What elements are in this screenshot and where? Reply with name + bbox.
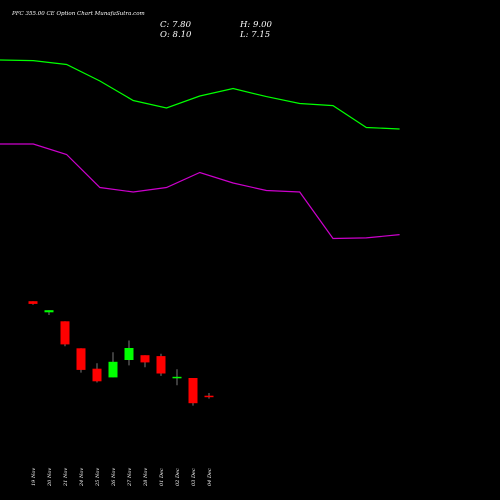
candle-body	[204, 395, 214, 398]
x-tick-label: 02 Dec	[175, 468, 181, 486]
x-tick-label: 27 Nov	[127, 468, 133, 487]
x-tick-label: 03 Dec	[191, 468, 197, 486]
candle-body	[156, 356, 166, 374]
candles	[28, 301, 214, 406]
candle-body	[172, 376, 182, 379]
x-tick-label: 21 Nov	[63, 468, 69, 487]
candle-body	[44, 310, 54, 313]
candle-body	[28, 301, 38, 304]
band-lines	[0, 59, 400, 240]
candle-body	[140, 355, 150, 363]
chart-title: PFC 355.00 CE Option Chart MunafaSutra.c…	[11, 11, 145, 17]
candle-body	[76, 348, 86, 370]
x-tick-label: 19 Nov	[31, 468, 37, 486]
candle-body	[60, 321, 70, 345]
lower-band-line	[0, 143, 400, 240]
candle-body	[188, 378, 198, 404]
x-tick-label: 26 Nov	[111, 468, 117, 487]
x-tick-label: 01 Dec	[159, 468, 165, 486]
candle-body	[92, 368, 102, 382]
x-tick-label: 20 Nov	[47, 468, 53, 487]
high-value: H: 9.00	[239, 20, 272, 30]
open-value: O: 8.10	[160, 30, 192, 40]
x-tick-label: 25 Nov	[95, 468, 101, 487]
x-tick-labels: 19 Nov 20 Nov 21 Nov 24 Nov 25 Nov 26 Nov 27 N…	[31, 468, 213, 487]
candle-body	[124, 348, 134, 360]
upper-band-line	[0, 59, 400, 130]
x-tick-label: 28 Nov	[143, 468, 149, 487]
candle-body	[108, 361, 118, 378]
low-value: L: 7.15	[239, 30, 270, 40]
x-tick-label: 24 Nov	[79, 468, 85, 487]
close-value: C: 7.80	[160, 20, 192, 30]
x-tick-label: 04 Dec	[207, 468, 213, 486]
